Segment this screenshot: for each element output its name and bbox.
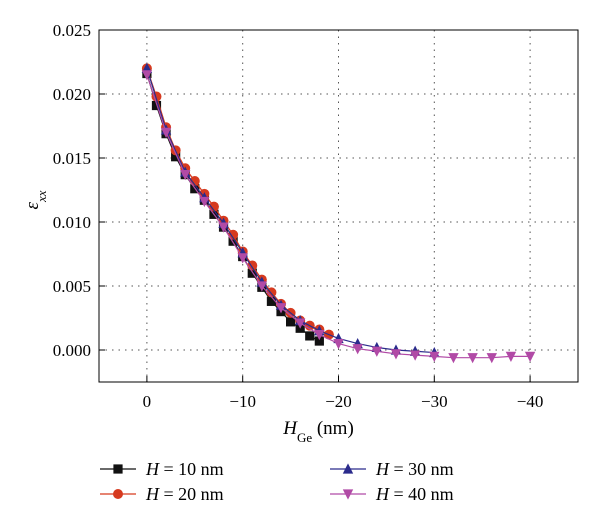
data-point <box>228 236 238 246</box>
legend-label-value: = 30 nm <box>389 459 454 479</box>
series-1 <box>142 68 324 346</box>
data-point <box>218 222 229 233</box>
data-point <box>208 201 219 212</box>
data-point <box>524 351 536 362</box>
data-point <box>467 353 478 364</box>
y-tick-label: 0.015 <box>53 149 91 168</box>
legend-item: H = 30 nm <box>330 459 454 479</box>
data-point <box>390 349 402 360</box>
y-axis-title: εxx <box>22 190 49 209</box>
x-axis-title-main: H <box>282 418 298 439</box>
series-line <box>146 74 531 359</box>
data-point <box>256 281 268 292</box>
data-point <box>371 346 383 357</box>
data-point <box>505 351 517 362</box>
y-axis-title-subscript: xx <box>34 190 49 203</box>
legend-marker <box>113 489 123 499</box>
legend-label-value: = 20 nm <box>159 484 224 504</box>
axis-ticks: 0 −10 −20 −30 −40 0.000 0.005 0.010 0.015 0.020 0.… <box>53 21 544 411</box>
legend-marker <box>113 464 123 474</box>
legend-label-variable: H <box>375 484 390 504</box>
data-point <box>333 339 344 350</box>
y-tick-label: 0.020 <box>53 85 91 104</box>
data-point <box>314 330 325 341</box>
data-point <box>314 336 324 346</box>
legend-item: H = 20 nm <box>100 484 224 504</box>
legend-label: H = 30 nm <box>375 459 454 479</box>
data-point <box>199 196 210 208</box>
x-tick-label: −20 <box>325 392 352 411</box>
data-point <box>448 353 459 364</box>
data-point <box>151 91 162 102</box>
y-axis-title-main: ε <box>22 202 43 210</box>
series-4 <box>141 70 536 364</box>
legend-label: H = 10 nm <box>145 459 224 479</box>
y-tick-label: 0.000 <box>53 341 91 360</box>
data-point <box>237 253 248 264</box>
series-line <box>146 68 435 354</box>
legend-label: H = 20 nm <box>145 484 224 504</box>
data-point <box>286 317 296 327</box>
legend-item: H = 40 nm <box>330 484 454 504</box>
series-line <box>146 68 330 336</box>
x-tick-label: −40 <box>517 392 544 411</box>
legend-label-value: = 10 nm <box>159 459 224 479</box>
data-point <box>171 152 181 162</box>
series-3 <box>141 62 440 358</box>
x-axis-title-subscript: Ge <box>297 430 312 445</box>
y-tick-label: 0.010 <box>53 213 91 232</box>
x-tick-label: 0 <box>143 392 152 411</box>
x-tick-label: −30 <box>421 392 448 411</box>
y-tick-label: 0.025 <box>53 21 91 40</box>
data-point <box>294 318 306 329</box>
data-point <box>409 350 421 361</box>
x-axis-title: HGe (nm) <box>282 418 354 445</box>
x-axis-title-unit: (nm) <box>312 418 354 439</box>
data-point <box>151 100 162 111</box>
data-point <box>352 344 363 355</box>
legend-label-value: = 40 nm <box>389 484 454 504</box>
legend-label: H = 40 nm <box>375 484 454 504</box>
legend-item: H = 10 nm <box>100 459 224 479</box>
data-point <box>275 303 287 314</box>
legend-marker <box>342 489 354 500</box>
legend-label-variable: H <box>145 459 160 479</box>
data-point <box>180 170 191 181</box>
data-point <box>266 296 277 306</box>
data-point <box>141 70 153 81</box>
series-2 <box>141 63 334 340</box>
data-point <box>247 268 257 278</box>
data-point <box>486 353 497 364</box>
x-tick-label: −10 <box>229 392 256 411</box>
grid-lines <box>99 29 578 382</box>
data-point <box>305 331 315 341</box>
data-point <box>429 351 440 362</box>
data-point <box>160 127 172 138</box>
legend-marker <box>342 463 354 474</box>
series-line <box>146 73 320 342</box>
data-point <box>228 229 239 240</box>
series-layer <box>141 62 536 364</box>
legend: H = 10 nm H = 30 nmH = 20 nm H = 40 nm <box>100 459 454 504</box>
y-tick-label: 0.005 <box>53 277 91 296</box>
legend-label-variable: H <box>375 459 390 479</box>
legend-label-variable: H <box>145 484 160 504</box>
